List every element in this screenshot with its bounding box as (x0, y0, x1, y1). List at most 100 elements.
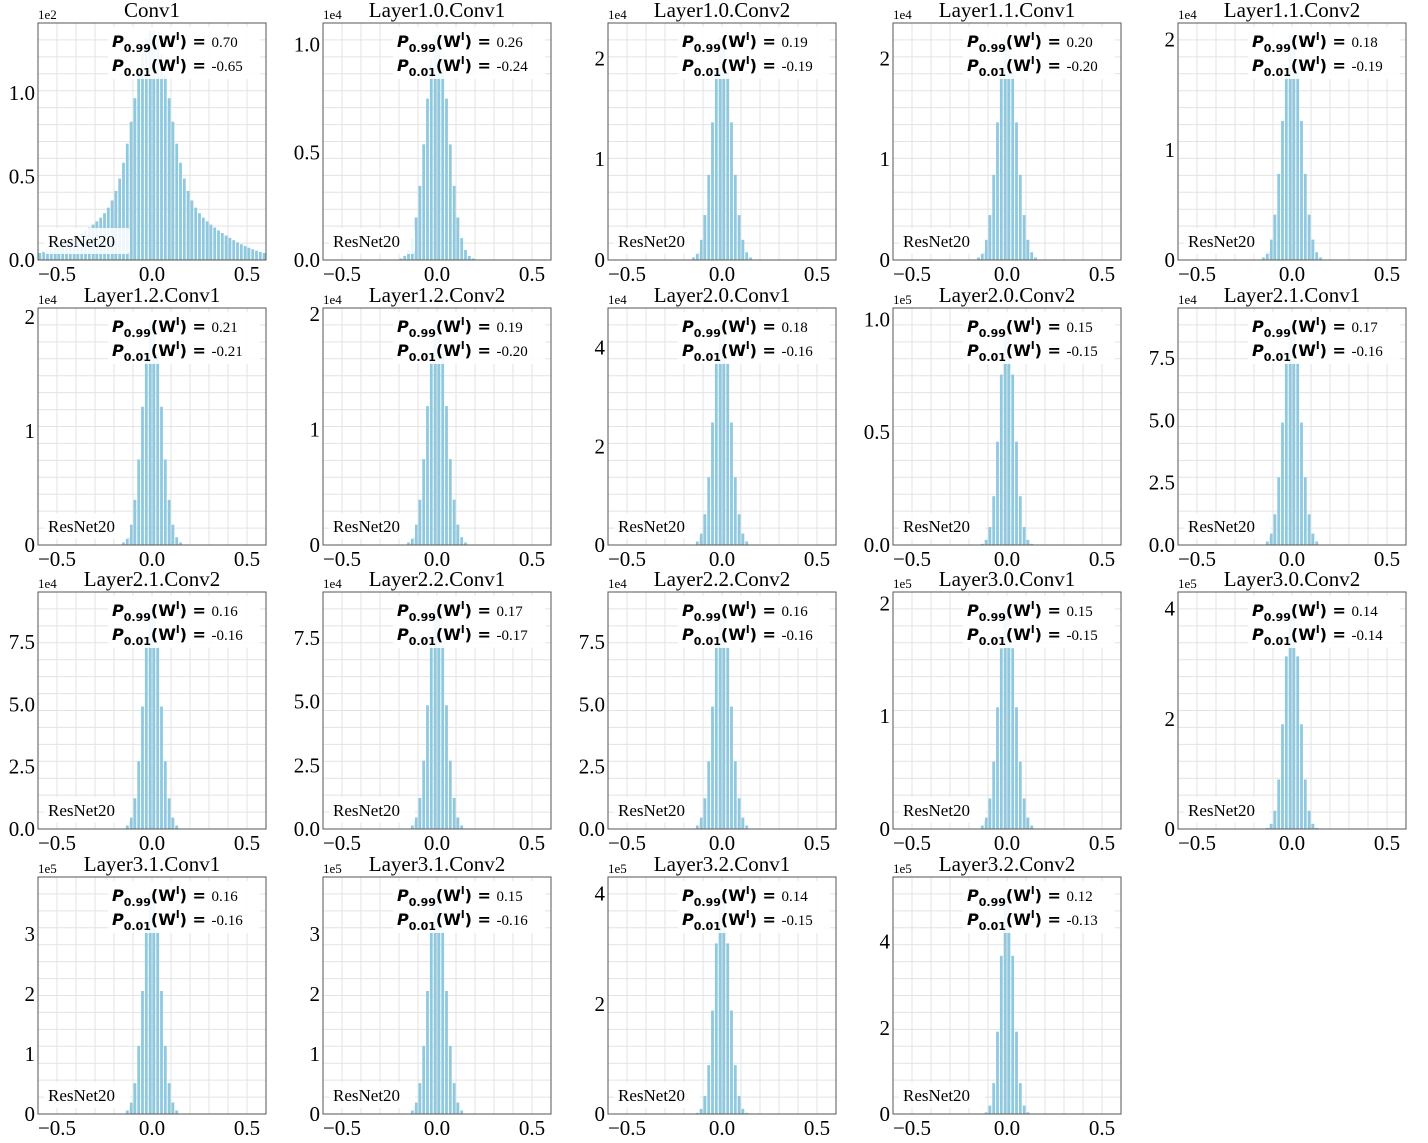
model-label-box (44, 513, 130, 539)
annotation-p01: P0.01(Wl) = -0.16 (682, 623, 813, 648)
annotation-box (393, 312, 545, 364)
x-tick-label: 0.0 (1279, 262, 1305, 286)
histogram-bar (448, 459, 452, 545)
histogram-bar (1292, 607, 1296, 829)
histogram-bar (163, 1046, 167, 1114)
annotation-p99: P0.99(Wl) = 0.26 (397, 30, 523, 55)
y-axis-multiplier: 1e5 (1178, 576, 1197, 591)
y-tick-label: 0 (880, 248, 891, 272)
histogram-bar (403, 255, 407, 260)
histogram-bar (38, 252, 42, 260)
histogram-bar (703, 1096, 707, 1114)
histogram-bar (999, 70, 1003, 260)
histogram-bar (711, 706, 714, 829)
annotation-p01: P0.01(Wl) = -0.16 (397, 908, 528, 933)
histogram-bar (1018, 174, 1022, 260)
histogram-bar (1281, 120, 1284, 260)
subplot-title: Layer1.1.Conv2 (1224, 0, 1360, 22)
x-tick-label: 0.0 (424, 1116, 450, 1140)
histogram-bar (726, 647, 730, 829)
annotation-box (678, 596, 830, 648)
histogram-bar (152, 607, 156, 829)
x-tick-label: 0.0 (424, 262, 450, 286)
histogram-bar (1288, 607, 1292, 829)
histogram-bar (144, 354, 148, 545)
y-tick-label: 7.5 (579, 630, 605, 654)
x-tick-label: 0.5 (234, 831, 260, 855)
y-tick-label: 0 (310, 1102, 321, 1126)
histogram-bar (999, 374, 1003, 545)
histogram-bar (460, 825, 464, 829)
histogram-bar (167, 1083, 171, 1114)
histogram-bar (718, 323, 722, 545)
y-tick-label: 1 (310, 1042, 321, 1066)
model-label-box (329, 228, 415, 254)
histogram-bar (1030, 252, 1034, 260)
histogram-bar (122, 542, 125, 545)
histogram-bar (714, 943, 718, 1114)
histogram-bar (707, 1065, 711, 1114)
x-tick-label: −0.5 (1178, 831, 1216, 855)
histogram-bar (175, 1110, 179, 1114)
annotation-p01: P0.01(Wl) = -0.15 (682, 908, 813, 933)
axes-frame (1177, 22, 1407, 261)
histogram-bar (1262, 257, 1265, 260)
y-tick-label: 0 (595, 1102, 606, 1126)
annotation-p01: P0.01(Wl) = -0.15 (967, 339, 1098, 364)
histogram-bar (722, 37, 726, 260)
histogram-bar (1022, 215, 1026, 260)
histogram-bar (49, 249, 53, 260)
subplot-title: Layer3.0.Conv1 (939, 567, 1075, 591)
histogram-bar (703, 215, 707, 260)
histogram-bar (255, 250, 258, 260)
model-label: ResNet20 (903, 232, 970, 251)
histogram-bar (114, 190, 118, 260)
histogram-bar (129, 524, 133, 545)
histogram-bar (1022, 1105, 1026, 1114)
y-tick-label: 0.5 (294, 140, 320, 164)
model-label-box (899, 513, 985, 539)
histogram-bar (711, 422, 714, 545)
histogram-bar (1296, 68, 1300, 260)
subplot-title: Layer3.2.Conv2 (939, 852, 1075, 876)
model-label-box (614, 513, 700, 539)
y-tick-label: 2 (595, 434, 606, 458)
x-tick-label: −0.5 (1178, 547, 1216, 571)
y-tick-label: 2 (310, 982, 321, 1006)
y-tick-label: 2 (880, 46, 891, 70)
histogram-bar (703, 798, 707, 829)
subplot-title: Layer1.0.Conv2 (654, 0, 790, 22)
histogram-bar (441, 645, 445, 829)
histogram-bar (992, 496, 996, 545)
histogram-bar (152, 321, 156, 545)
model-label: ResNet20 (618, 232, 685, 251)
annotation-box (1248, 596, 1400, 648)
histogram-bar (1284, 363, 1288, 545)
histogram-bar (718, 37, 722, 260)
histogram-bar (707, 174, 711, 260)
histogram-bar (1300, 422, 1303, 545)
annotation-p99: P0.99(Wl) = 0.15 (397, 884, 523, 909)
histogram-bar (156, 647, 160, 829)
y-tick-label: 7.5 (294, 626, 320, 650)
y-tick-label: 1 (595, 147, 606, 171)
histogram-bar (452, 185, 456, 260)
annotation-p99: P0.99(Wl) = 0.14 (682, 884, 808, 909)
histogram-bar (730, 122, 733, 260)
histogram-bar (414, 217, 418, 260)
x-tick-label: 0.0 (424, 547, 450, 571)
y-tick-label: 2 (25, 982, 36, 1006)
histogram-bar (1018, 1083, 1022, 1114)
model-label: ResNet20 (333, 1086, 400, 1105)
y-tick-label: 0.0 (579, 817, 605, 841)
histogram-bar (448, 760, 452, 829)
histogram-bar (171, 817, 175, 829)
subplot-title: Layer2.2.Conv1 (369, 567, 505, 591)
histogram-bar (718, 607, 722, 829)
histogram-bar (999, 955, 1003, 1114)
histogram-bar (118, 178, 122, 260)
histogram-bar (977, 257, 980, 260)
histogram-bar (137, 761, 141, 829)
annotation-box (1248, 312, 1400, 364)
